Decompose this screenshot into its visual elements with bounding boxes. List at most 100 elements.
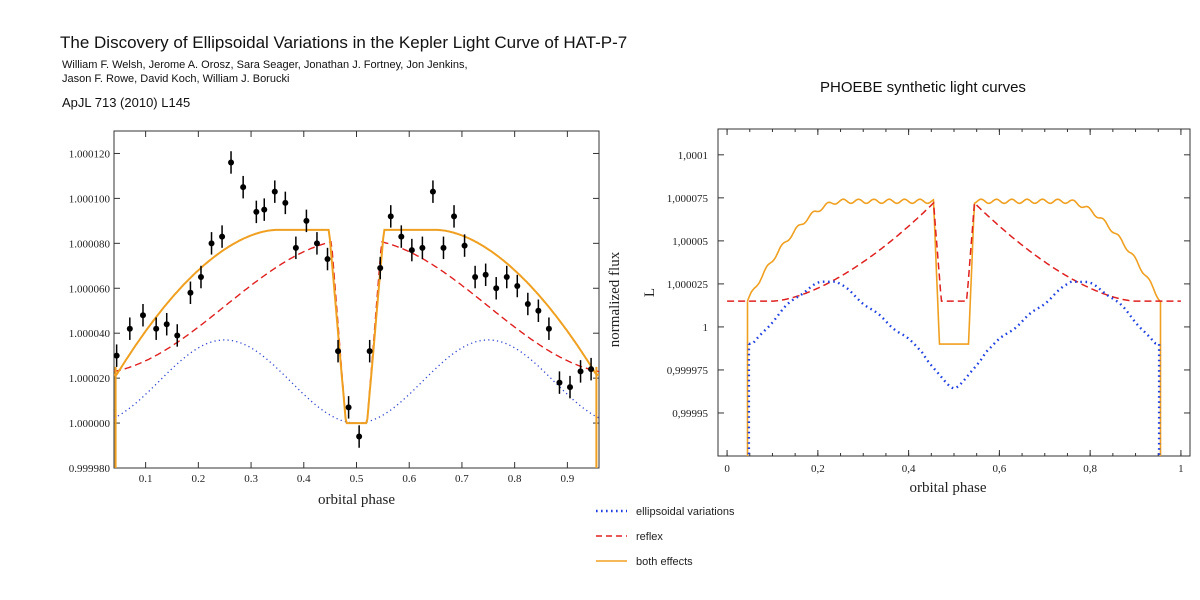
data-point	[556, 379, 563, 386]
right-curves	[727, 198, 1181, 456]
authors-line-1: William F. Welsh, Jerome A. Orosz, Sara …	[62, 59, 468, 71]
model-reflex-curve	[114, 241, 599, 424]
data-point	[240, 184, 247, 191]
x-tick-label: 0,6	[993, 463, 1007, 475]
y-tick-label: 1.000020	[69, 373, 111, 385]
data-point	[174, 332, 181, 339]
y-tick-label: 1.000120	[69, 148, 111, 160]
y-tick-label: 1.000100	[69, 193, 111, 205]
x-tick-label: 0,4	[902, 463, 916, 475]
right-plot-frame	[717, 128, 1191, 457]
data-point	[387, 213, 394, 220]
y-tick-label: 0,99995	[672, 408, 708, 420]
x-tick-label: 0	[724, 463, 730, 475]
data-point	[577, 368, 584, 375]
right-panel-title: PHOEBE synthetic light curves	[820, 79, 1026, 96]
data-point	[335, 348, 342, 355]
data-point	[545, 325, 552, 332]
data-point	[482, 271, 489, 278]
x-tick-label: 0.7	[455, 473, 469, 485]
y-axis-label: L	[642, 288, 658, 297]
x-tick-label: 0.8	[508, 473, 522, 485]
x-tick-label: 0.5	[350, 473, 364, 485]
data-point	[113, 352, 120, 359]
right-chart: 0 0,2 0,4 0,6 0,8 1 0,99995 0,999975 1 1,000025 1,…	[642, 128, 1191, 496]
x-tick-label: 0.3	[244, 473, 258, 485]
data-point	[292, 244, 299, 251]
data-point	[153, 325, 160, 332]
data-point	[503, 274, 510, 281]
legend-label: both effects	[636, 556, 693, 568]
model-ellipsoidal-curve	[114, 339, 599, 424]
data-point	[429, 188, 436, 195]
data-point	[408, 247, 415, 254]
data-point	[271, 188, 278, 195]
data-point	[377, 265, 384, 272]
data-point	[461, 242, 468, 249]
x-tick-label: 0.9	[560, 473, 574, 485]
data-point	[440, 244, 447, 251]
y-tick-label: 1,000025	[667, 279, 709, 291]
y-tick-label: 1,00005	[672, 236, 708, 248]
x-axis-label: orbital phase	[909, 480, 986, 496]
data-point	[261, 206, 268, 213]
data-point	[535, 307, 542, 314]
x-tick-label: 0.1	[139, 473, 153, 485]
data-point	[313, 240, 320, 247]
series-reflex-curve	[727, 201, 1181, 302]
data-point	[567, 384, 574, 391]
left-chart: 0.1 0.2 0.3 0.4 0.5 0.6 0.7 0.8 0.9 0.999980 1.000…	[69, 130, 623, 508]
data-point	[514, 283, 521, 290]
x-tick-label: 0,2	[811, 463, 825, 475]
x-tick-label: 0.6	[402, 473, 416, 485]
data-point	[419, 244, 426, 251]
data-point	[451, 213, 458, 220]
y-tick-label: 0,999975	[667, 365, 709, 377]
data-point	[303, 217, 310, 224]
left-model-curves	[114, 228, 599, 468]
x-tick-label: 0,8	[1083, 463, 1097, 475]
x-tick-label: 0.4	[297, 473, 311, 485]
model-both-curve	[114, 228, 599, 425]
y-tick-label: 0.999980	[69, 463, 111, 475]
y-tick-label: 1.000040	[69, 328, 111, 340]
data-point	[282, 199, 289, 206]
journal-reference: ApJL 713 (2010) L145	[62, 95, 191, 110]
data-point	[472, 274, 479, 281]
data-point	[588, 366, 595, 373]
series-ellipsoidal-curve	[748, 280, 1160, 390]
data-point	[345, 404, 352, 411]
data-point	[208, 240, 215, 247]
x-tick-label: 1	[1178, 463, 1184, 475]
data-point	[228, 159, 235, 166]
legend-label: ellipsoidal variations	[636, 506, 735, 518]
data-point	[524, 300, 531, 307]
data-point	[398, 233, 405, 240]
data-point	[187, 289, 194, 296]
y-tick-label: 1,0001	[678, 150, 708, 162]
data-point	[356, 433, 363, 440]
paper-title: The Discovery of Ellipsoidal Variations …	[60, 33, 628, 52]
series-both-curve	[746, 198, 1162, 345]
y-axis-label: normalized flux	[607, 251, 623, 347]
legend: ellipsoidal variations reflex both effects	[596, 506, 735, 568]
y-tick-label: 1.000080	[69, 238, 111, 250]
data-point	[163, 321, 170, 328]
data-point	[253, 208, 260, 215]
legend-label: reflex	[636, 531, 663, 543]
data-point	[126, 325, 133, 332]
data-point	[493, 285, 500, 292]
data-point	[139, 312, 146, 319]
y-tick-label: 1,000075	[667, 193, 709, 205]
left-plot-frame	[113, 130, 600, 469]
y-tick-label: 1	[703, 322, 709, 334]
observed-points	[113, 151, 595, 448]
data-point	[219, 233, 226, 240]
x-tick-label: 0.2	[191, 473, 205, 485]
x-axis-label: orbital phase	[318, 492, 395, 508]
data-point	[324, 256, 331, 263]
data-point	[366, 348, 373, 355]
data-point	[197, 274, 204, 281]
authors-line-2: Jason F. Rowe, David Koch, William J. Bo…	[62, 73, 290, 85]
